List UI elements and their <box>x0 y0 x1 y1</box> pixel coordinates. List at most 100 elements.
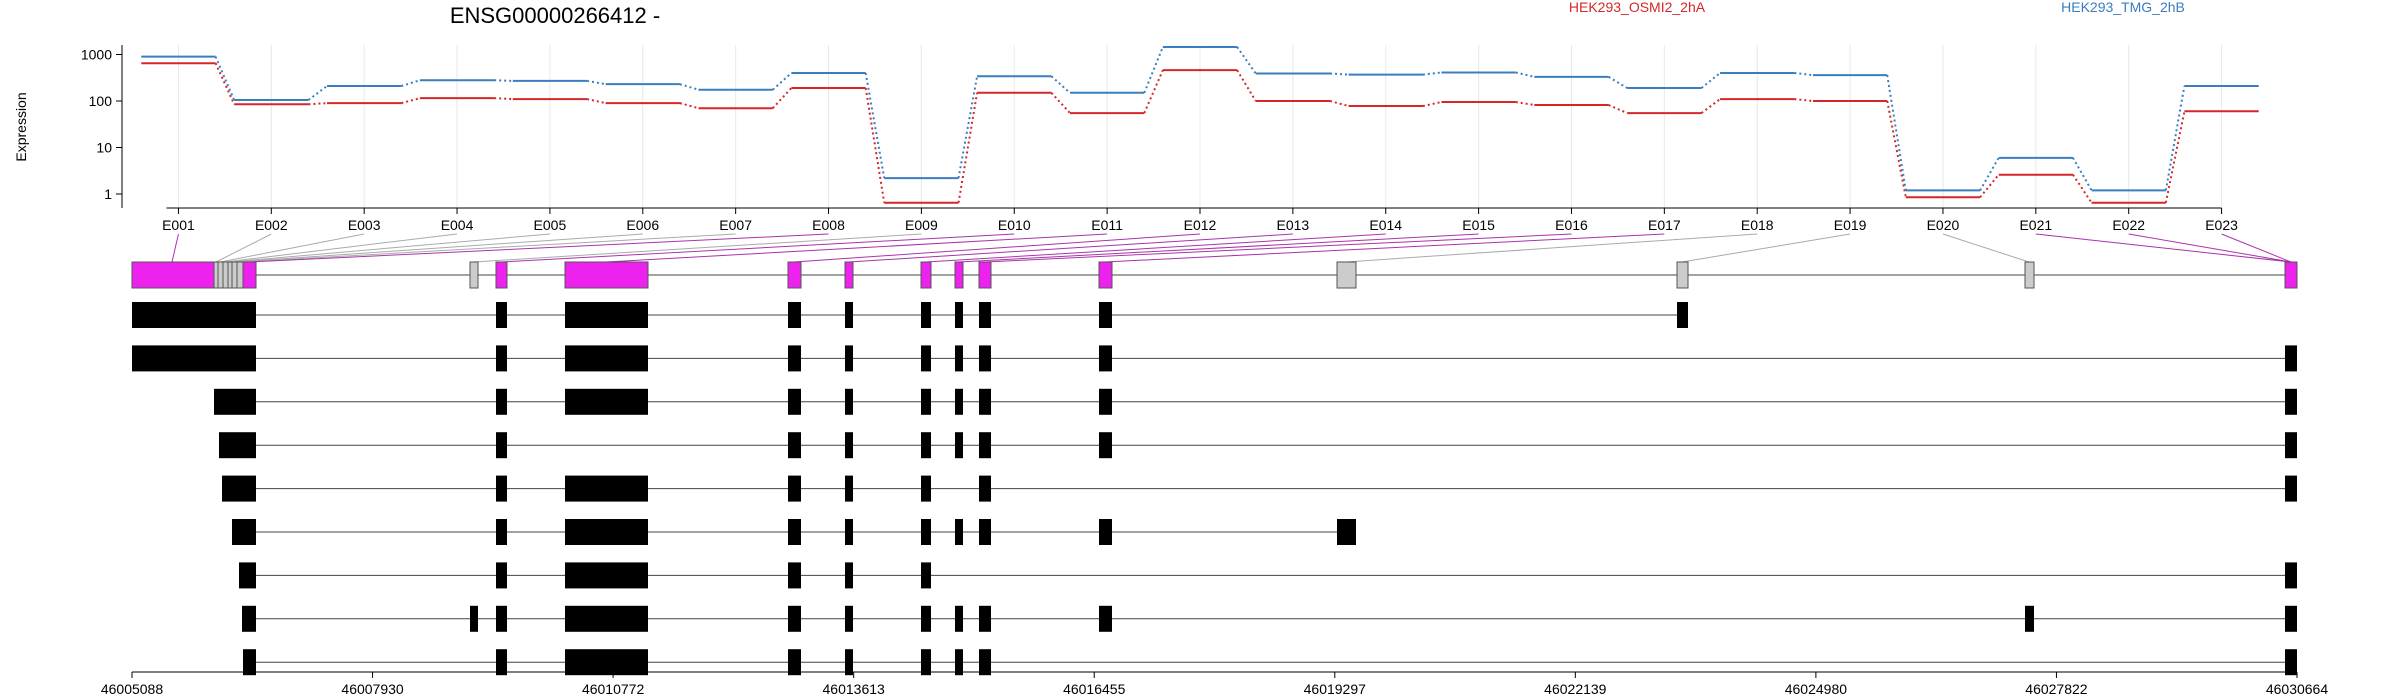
transcript-exon <box>1099 432 1112 459</box>
y-tick-label: 1 <box>104 186 112 202</box>
transcript-exon <box>470 605 478 632</box>
exon-connector <box>2035 233 2292 263</box>
transcript-row <box>222 475 2297 502</box>
exon-connector <box>171 233 179 263</box>
exon-connector <box>2221 233 2292 263</box>
x-tick-label: E006 <box>626 217 659 233</box>
transcript-exon <box>1337 519 1356 545</box>
transcript-exon <box>2025 605 2034 632</box>
exon-bin <box>787 261 802 289</box>
transcript-exon <box>845 475 853 502</box>
transcript-exon <box>845 562 853 589</box>
transcript-exon <box>219 432 256 459</box>
transcript-exon <box>955 432 963 459</box>
data-connector <box>214 56 236 101</box>
exon-bin <box>217 261 224 289</box>
x-tick-label: E007 <box>719 217 752 233</box>
transcript-exon <box>845 605 853 632</box>
exon-connector <box>229 233 550 263</box>
exon-bin <box>1676 261 1689 289</box>
transcript-row <box>219 432 2297 459</box>
exon-connector <box>925 233 1386 263</box>
exon-bin <box>954 261 964 289</box>
transcript-exon <box>955 388 963 415</box>
transcript-exon <box>788 475 801 502</box>
data-connector <box>1608 76 1628 89</box>
y-tick-label: 100 <box>89 93 113 109</box>
chart-title: ENSG00000266412 - <box>450 3 660 28</box>
transcript-exon <box>921 475 931 502</box>
exon-bin <box>2284 261 2298 289</box>
data-connector <box>679 102 699 110</box>
exon-bin <box>1098 261 1113 289</box>
transcript-exon <box>2285 562 2297 589</box>
exon-bin <box>242 261 257 289</box>
transcript-exon <box>1099 519 1112 545</box>
transcript-exon <box>214 388 256 415</box>
data-connector <box>1886 100 1907 198</box>
x-tick-label: E001 <box>162 217 195 233</box>
transcript-exon <box>132 302 256 328</box>
x-tick-label: E012 <box>1184 217 1217 233</box>
genomic-tick-label: 46024980 <box>1785 681 1848 697</box>
data-connector <box>494 79 513 82</box>
data-connector <box>307 85 328 101</box>
data-connector <box>2072 174 2093 204</box>
transcript-exon <box>496 562 507 589</box>
transcript-exon <box>979 605 991 632</box>
data-connector <box>1886 74 1907 191</box>
transcript-exon <box>921 649 931 676</box>
legend-tmg: HEK293_TMG_2hB <box>2061 0 2185 15</box>
series-HEK293_TMG_2hB <box>141 45 2259 192</box>
data-connector <box>1143 46 1164 94</box>
transcript-exon <box>496 649 507 676</box>
transcript-exon <box>2285 605 2297 632</box>
x-tick-label: E014 <box>1369 217 1402 233</box>
transcript-exon <box>2285 345 2297 372</box>
transcript-exon <box>921 388 931 415</box>
transcript-row <box>232 519 1356 545</box>
data-connector <box>1422 101 1442 107</box>
data-connector <box>1979 157 2000 191</box>
data-connector <box>1236 69 1257 102</box>
x-tick-label: E002 <box>255 217 288 233</box>
x-tick-label: E018 <box>1741 217 1774 233</box>
data-connector <box>957 76 979 179</box>
transcript-exon <box>788 562 801 589</box>
transcript-exon <box>2285 388 2297 415</box>
series-HEK293_OSMI2_2hA <box>141 62 2259 204</box>
transcript-exon <box>788 649 801 676</box>
transcript-exon <box>955 519 963 545</box>
exon-bin <box>495 261 508 289</box>
transcript-exon <box>496 302 507 328</box>
transcript-models <box>132 302 2297 676</box>
data-connector <box>1700 72 1721 89</box>
transcript-row <box>132 345 2297 372</box>
transcript-exon <box>565 475 648 502</box>
gene-model <box>131 261 2298 289</box>
data-connector <box>1794 98 1814 102</box>
x-tick-label: E019 <box>1834 217 1867 233</box>
exon-connector <box>1104 233 1665 263</box>
transcript-exon <box>243 649 256 676</box>
transcript-exon <box>979 519 991 545</box>
exon-connectors <box>171 233 2292 263</box>
transcript-exon <box>979 302 991 328</box>
genomic-tick-label: 46016455 <box>1063 681 1126 697</box>
transcript-exon <box>496 605 507 632</box>
exon-connector <box>224 233 458 263</box>
transcript-exon <box>845 345 853 372</box>
transcript-exon <box>132 345 256 372</box>
transcript-exon <box>565 649 648 676</box>
legend-osmi2: HEK293_OSMI2_2hA <box>1569 0 1706 15</box>
data-connector <box>2164 111 2186 203</box>
transcript-exon <box>239 562 256 589</box>
transcript-exon <box>921 345 931 372</box>
exon-connector <box>958 233 1479 263</box>
data-connector <box>401 79 421 87</box>
exon-connector <box>793 233 1201 263</box>
exon-connector <box>1345 233 1758 263</box>
transcript-exon <box>1099 302 1112 328</box>
transcript-exon <box>565 302 648 328</box>
